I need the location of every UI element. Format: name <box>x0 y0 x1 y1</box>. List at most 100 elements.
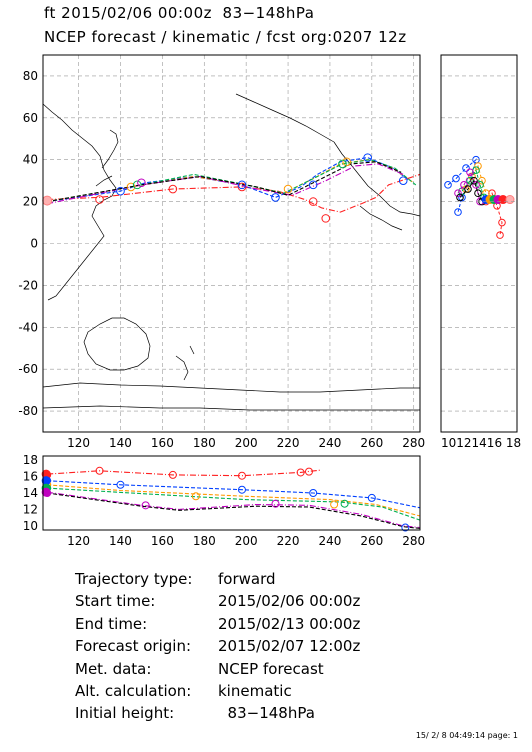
height-trajectory-marker <box>95 466 104 475</box>
info-key: End time: <box>75 614 148 633</box>
height-y-tick-label: 16 <box>23 470 38 484</box>
map-trajectory-line <box>47 161 402 203</box>
height-y-tick-label: 12 <box>23 502 38 516</box>
coast-new-zealand <box>175 345 195 381</box>
side-trajectory-marker <box>474 162 482 170</box>
height-trajectory-marker <box>191 492 200 501</box>
height-trajectory-marker <box>271 499 280 508</box>
side-trajectory-marker <box>452 174 460 183</box>
map-trajectory-marker <box>116 186 125 196</box>
chart-title-line-2: NCEP forecast / kinematic / fcst org:020… <box>44 28 407 46</box>
side-trajectory-marker <box>454 208 462 216</box>
height-frame <box>42 455 421 531</box>
map-trajectory-line <box>47 163 404 205</box>
height-x-tick-label: 260 <box>360 534 383 548</box>
info-value: 2015/02/06 00:00z <box>218 592 361 611</box>
map-trajectory-marker <box>342 157 351 167</box>
side-trajectory-marker <box>498 218 506 227</box>
map-trajectory-marker <box>132 180 142 190</box>
latitude-height-trajectories <box>444 155 515 239</box>
map-y-tick-label: 60 <box>23 111 38 125</box>
map-x-tick-label: 240 <box>318 436 341 450</box>
info-key: Initial height: <box>75 704 175 723</box>
map-y-tick-label: -20 <box>18 278 38 292</box>
info-value: kinematic <box>218 682 292 701</box>
map-trajectory-marker <box>308 180 318 190</box>
map-y-tick-label: 40 <box>23 153 38 167</box>
info-row-met-data: Met. data: NCEP forecast <box>75 658 360 680</box>
map-trajectory-line <box>47 157 410 203</box>
coast-japan <box>95 129 119 187</box>
coast-asia <box>42 103 117 301</box>
height-trajectory-marker <box>367 493 376 502</box>
map-y-tick-label: 20 <box>23 195 38 209</box>
height-trajectory-line <box>47 491 421 529</box>
side-trajectory-line <box>461 168 485 198</box>
map-y-tick-label: -60 <box>18 362 38 376</box>
height-x-tick-label: 120 <box>67 534 90 548</box>
coast-alaska <box>235 93 335 143</box>
side-trajectory-marker <box>472 181 480 189</box>
info-key: Met. data: <box>75 659 152 678</box>
map-x-tick-label: 160 <box>151 436 174 450</box>
map-trajectory-marker <box>126 182 136 192</box>
timestamp-footer: 15/ 2/ 8 04:49:14 page: 1 <box>415 731 518 740</box>
height-y-tick-label: 14 <box>23 486 38 500</box>
side-trajectory-marker <box>460 181 468 189</box>
height-trajectory-marker <box>401 523 410 532</box>
height-trajectory-marker <box>141 501 150 510</box>
map-x-tick-label: 200 <box>235 436 258 450</box>
height-trajectory-line <box>47 480 421 509</box>
height-y-tick-label: 18 <box>23 453 38 467</box>
map-trajectory-marker <box>338 159 347 169</box>
info-value: forward <box>218 570 276 588</box>
info-value: 2015/02/07 12:00z <box>218 637 361 656</box>
info-row-alt-calculation: Alt. calculation: kinematic <box>75 680 360 702</box>
info-row-forecast-origin: Forecast origin: 2015/02/07 12:00z <box>75 635 360 657</box>
info-row-end-time: End time: 2015/02/13 00:00z <box>75 613 360 635</box>
info-value: NCEP forecast <box>218 659 324 678</box>
height-trajectory-marker <box>304 467 313 476</box>
map-y-tick-label: -80 <box>18 404 38 418</box>
side-x-tick-labels: 10121416 18 <box>441 436 521 450</box>
coastline-outlines <box>42 93 421 411</box>
map-trajectory-marker <box>95 195 104 204</box>
height-trajectory-line <box>47 469 322 477</box>
height-trajectory-line <box>47 492 421 529</box>
side-trajectory-marker <box>454 189 462 198</box>
height-trajectory-marker <box>116 480 125 489</box>
info-key: Trajectory type: <box>75 570 193 588</box>
map-x-tick-label: 180 <box>193 436 216 450</box>
map-frame <box>42 54 421 433</box>
side-trajectory-marker <box>474 189 482 198</box>
height-trajectory-marker <box>330 500 339 509</box>
info-key: Forecast origin: <box>75 637 192 656</box>
height-trajectory-marker <box>340 499 349 508</box>
map-trajectory-marker <box>321 214 331 223</box>
info-value: 2015/02/13 00:00z <box>218 614 361 633</box>
side-trajectory-line <box>447 158 477 213</box>
info-value: 83−148hPa <box>218 704 315 723</box>
coast-central-america <box>359 205 403 231</box>
map-trajectory-marker <box>363 153 372 162</box>
coast-antarctica-inner <box>42 405 420 411</box>
map-trajectory-marker <box>137 178 146 188</box>
coast-north-america <box>333 141 421 217</box>
side-trajectory-marker <box>476 181 484 189</box>
map-x-tick-label: 260 <box>360 436 383 450</box>
latitude-height-panel: 10121416 18 <box>440 54 521 450</box>
height-trajectory-marker <box>168 470 177 479</box>
coast-antarctica <box>42 382 420 393</box>
height-trajectory-marker <box>237 485 246 494</box>
info-key: Alt. calculation: <box>75 682 192 701</box>
side-trajectory-marker <box>464 185 472 193</box>
side-start-marker <box>505 195 515 205</box>
side-trajectory-marker <box>462 164 470 172</box>
side-trajectory-marker <box>466 176 474 185</box>
height-x-tick-label: 160 <box>151 534 174 548</box>
map-trajectories <box>42 153 421 223</box>
map-trajectory-marker <box>271 193 280 202</box>
map-trajectory-marker <box>398 176 408 185</box>
side-trajectory-marker <box>496 231 504 239</box>
